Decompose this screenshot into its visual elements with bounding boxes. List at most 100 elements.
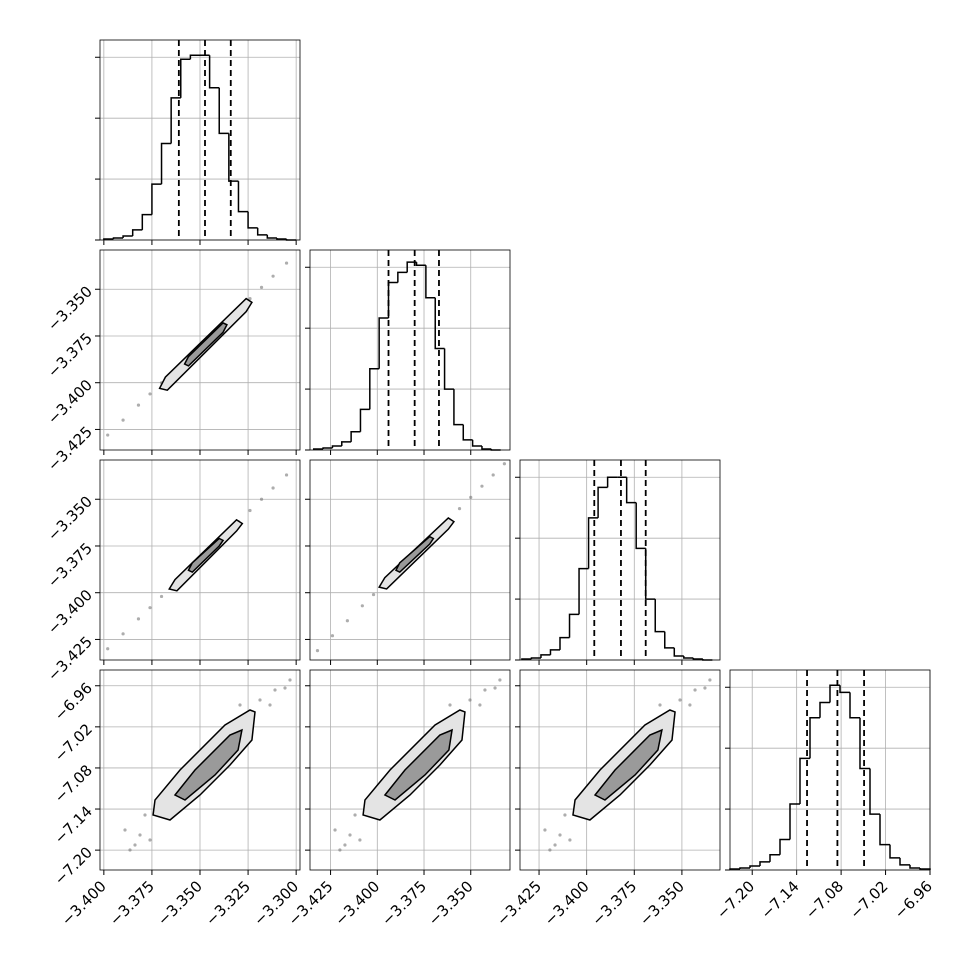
histogram-step xyxy=(331,445,342,448)
histogram-step xyxy=(606,476,618,488)
panel: −3.400−3.375−3.350−3.325−3.300−6.96−7.02… xyxy=(51,669,302,929)
sample-point xyxy=(136,403,141,407)
histogram-step xyxy=(471,439,482,447)
panel xyxy=(515,459,721,665)
contour-level xyxy=(183,321,228,367)
sample-point xyxy=(159,594,164,599)
sample-point xyxy=(133,843,137,847)
histogram-step xyxy=(664,631,675,649)
sample-point xyxy=(658,703,662,707)
histogram-step xyxy=(644,548,656,600)
sample-point xyxy=(708,678,712,682)
sample-point xyxy=(483,688,487,692)
y-tick-label: −7.20 xyxy=(51,843,96,888)
y-tick-label: −3.400 xyxy=(44,586,96,638)
panel-frame xyxy=(99,39,301,241)
sample-point xyxy=(315,649,320,653)
sample-point xyxy=(703,686,707,690)
sample-point xyxy=(128,848,132,852)
contour-level xyxy=(187,537,225,574)
x-tick-label: −3.400 xyxy=(331,877,383,929)
histogram-step xyxy=(228,133,239,182)
sample-point xyxy=(284,473,289,477)
contour-level xyxy=(593,728,663,801)
panel-frame xyxy=(309,459,511,661)
sample-point xyxy=(259,285,264,289)
sample-point xyxy=(333,828,337,832)
histogram-step xyxy=(597,486,608,518)
panel-frame xyxy=(309,249,511,451)
sample-point xyxy=(469,495,473,499)
sample-point xyxy=(548,848,552,852)
histogram-step xyxy=(859,717,870,770)
x-tick-label: −7.14 xyxy=(757,877,802,922)
panel: −3.425−3.400−3.375−3.350 xyxy=(285,669,511,929)
sample-point xyxy=(448,703,452,707)
sample-point xyxy=(273,688,277,692)
x-tick-label: −3.325 xyxy=(202,877,254,929)
histogram-step xyxy=(387,281,398,319)
histogram-step xyxy=(899,857,910,866)
sample-point xyxy=(148,838,152,842)
sample-point xyxy=(271,274,275,278)
histogram-step xyxy=(530,657,541,659)
histogram-step xyxy=(749,865,760,868)
histogram-step xyxy=(189,54,200,60)
histogram-step xyxy=(170,97,181,144)
x-tick-label: −3.350 xyxy=(636,877,688,929)
histogram-step xyxy=(799,757,810,805)
histogram-step xyxy=(208,55,220,89)
histogram-step xyxy=(559,636,570,650)
histogram-step xyxy=(568,613,580,638)
contour-level xyxy=(383,728,454,801)
histogram-step xyxy=(739,867,750,869)
x-tick-label: −3.375 xyxy=(106,877,158,929)
sample-point xyxy=(338,848,342,852)
histogram-step xyxy=(341,441,352,446)
sample-point xyxy=(284,261,289,265)
histogram-step xyxy=(759,861,770,866)
contour-level xyxy=(394,535,435,574)
histogram-step xyxy=(829,684,840,703)
histogram-step xyxy=(141,213,152,230)
sample-point xyxy=(268,703,272,707)
y-tick-label: −3.425 xyxy=(44,423,96,475)
histogram-step xyxy=(549,649,560,655)
histogram-step xyxy=(237,181,249,213)
sample-point xyxy=(121,418,125,422)
panel-frame xyxy=(99,669,301,871)
x-tick-label: −7.08 xyxy=(802,877,847,922)
histogram-step xyxy=(683,655,694,659)
sample-point xyxy=(360,604,364,608)
histogram-step xyxy=(578,567,589,615)
histogram-step xyxy=(909,864,920,869)
histogram-step xyxy=(359,408,370,432)
y-tick-label: −3.350 xyxy=(44,283,96,335)
sample-point xyxy=(678,698,682,702)
sample-point xyxy=(478,703,482,707)
histogram-step xyxy=(369,368,380,410)
histogram-step xyxy=(692,657,703,660)
histogram-step xyxy=(218,87,229,135)
histogram-step xyxy=(415,262,426,266)
sample-point xyxy=(123,828,127,832)
histogram-step xyxy=(453,389,464,426)
panel-frame xyxy=(519,459,721,661)
sample-point xyxy=(563,813,567,817)
histogram-step xyxy=(151,183,162,215)
panel-frame xyxy=(99,459,301,661)
sample-point xyxy=(568,838,572,842)
y-tick-label: −3.425 xyxy=(44,633,96,685)
y-tick-label: −7.08 xyxy=(51,761,96,806)
y-tick-label: −7.14 xyxy=(51,802,96,847)
histogram-step xyxy=(769,854,780,862)
histogram-step xyxy=(276,237,287,240)
sample-point xyxy=(136,617,141,621)
histogram-step xyxy=(635,502,646,550)
histogram-step xyxy=(180,58,191,98)
sample-point xyxy=(148,392,152,396)
panel: −3.350−3.375−3.400−3.425 xyxy=(44,459,301,685)
sample-point xyxy=(138,833,142,837)
histogram-step xyxy=(266,234,277,239)
